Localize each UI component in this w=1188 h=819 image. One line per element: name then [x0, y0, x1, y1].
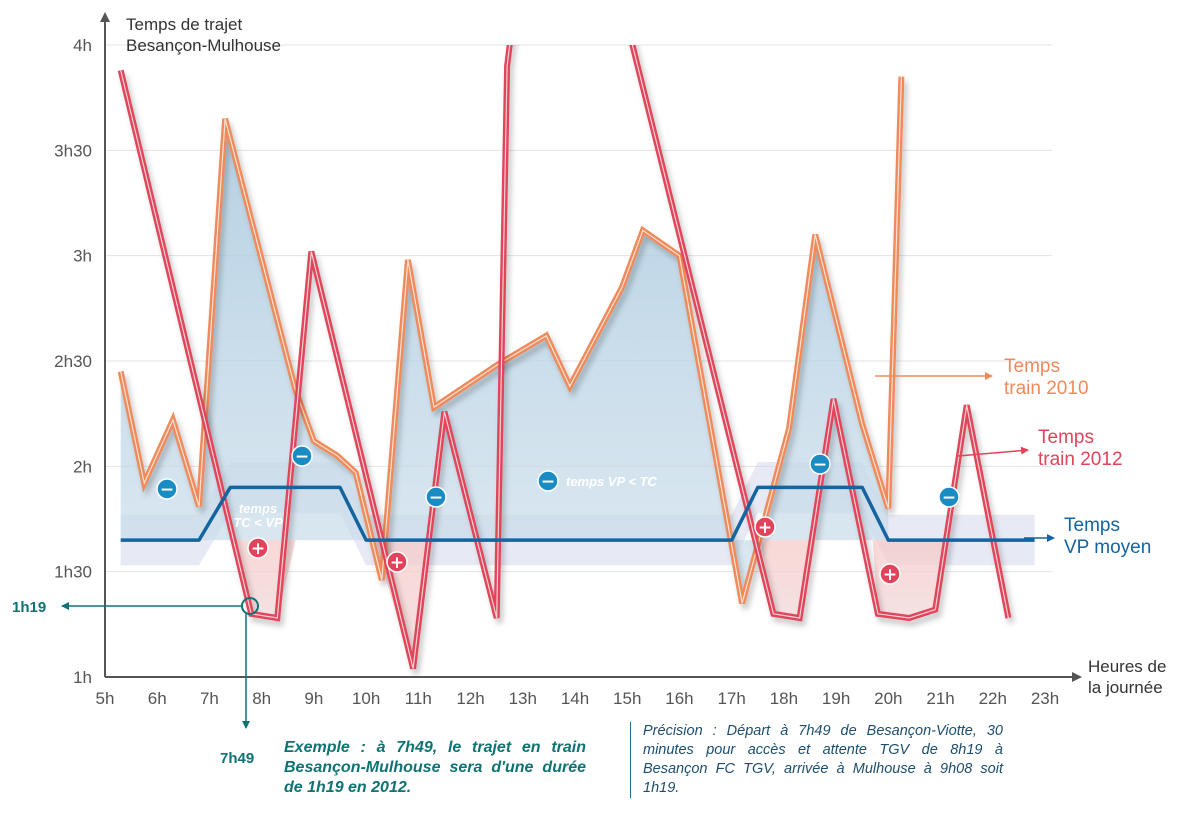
series-line-2012-highlight — [120, 45, 1009, 669]
x-axis-title: la journée — [1088, 678, 1163, 697]
series-label-pointer — [957, 446, 1029, 457]
y-tick-label: 1h30 — [54, 563, 92, 582]
y-tick-label: 3h30 — [54, 141, 92, 160]
series-lines — [117, 45, 1035, 670]
x-tick-label: 7h — [200, 689, 219, 708]
plus-badge: + — [386, 551, 408, 573]
series-label: Temps — [1004, 356, 1060, 377]
x-axis-title: Heures de — [1088, 657, 1166, 676]
minus-badge: − — [291, 445, 313, 467]
example-y-label: 1h19 — [12, 599, 46, 616]
series-label: VP moyen — [1064, 537, 1151, 558]
tc-lt-vp-label-1: temps — [239, 501, 277, 516]
plus-badge: + — [754, 516, 776, 538]
plus-badge-circle — [386, 551, 408, 573]
plus-badge-sign: + — [251, 539, 265, 559]
minus-badge-circle — [156, 478, 178, 500]
x-tick-label: 11h — [405, 689, 432, 708]
x-tick-label: 18h — [770, 689, 798, 708]
example-x-label: 7h49 — [220, 750, 254, 767]
vp-lt-tc-label: temps VP < TC — [566, 474, 658, 489]
series-label: Temps — [1064, 515, 1120, 536]
x-tick-label: 21h — [926, 689, 954, 708]
x-tick-label: 9h — [304, 689, 323, 708]
minus-badge: − — [537, 470, 559, 492]
axes: 1h 1h30 2h 2h30 3h 3h30 4h 5h 6h 7h 8h 9h 10h 11h 12h 1… — [54, 12, 1166, 708]
plus-badge: + — [247, 537, 269, 559]
x-tick-label: 6h — [148, 689, 167, 708]
minus-badge: − — [156, 478, 178, 500]
minus-badge: − — [425, 486, 447, 508]
minus-badge-circle — [537, 470, 559, 492]
plus-badge: + — [879, 563, 901, 585]
minus-badge-circle — [425, 486, 447, 508]
x-tick-label: 8h — [252, 689, 271, 708]
x-tick-label: 20h — [874, 689, 902, 708]
series-line-vp — [120, 485, 1035, 542]
plus-badge-sign: + — [758, 518, 772, 538]
plus-badge-circle — [754, 516, 776, 538]
x-tick-label: 17h — [717, 689, 745, 708]
x-tick-label: 15h — [613, 689, 641, 708]
tc-lt-vp-label-2: TC < VP — [233, 515, 283, 530]
minus-badge-sign: − — [813, 455, 827, 475]
plus-badge-sign: + — [390, 553, 404, 573]
y-tick-label: 3h — [73, 247, 92, 266]
minus-badge-sign: − — [429, 488, 443, 508]
minus-badge-sign: − — [295, 447, 309, 467]
minus-badge: − — [809, 453, 831, 475]
minus-badge: − — [938, 486, 960, 508]
x-tick-label: 13h — [509, 689, 537, 708]
y-tick-label: 1h — [73, 668, 92, 687]
series-label: train 2012 — [1038, 449, 1123, 470]
minus-badge-circle — [291, 445, 313, 467]
x-tick-label: 16h — [665, 689, 693, 708]
tc-faster-area — [872, 540, 946, 618]
y-axis-title: Temps de trajet — [126, 15, 242, 34]
minus-badge-circle — [809, 453, 831, 475]
precision-note: Précision : Départ à 7h49 de Besançon-Vi… — [630, 722, 1003, 798]
y-tick-label: 2h30 — [54, 352, 92, 371]
minus-badge-sign: − — [541, 472, 555, 492]
y-tick-label: 4h — [73, 36, 92, 55]
x-tick-label: 23h — [1031, 689, 1059, 708]
example-note: Exemple : à 7h49, le trajet en train Bes… — [284, 739, 586, 796]
series-label: train 2010 — [1004, 378, 1089, 399]
plus-badge-circle — [247, 537, 269, 559]
x-tick-label: 22h — [979, 689, 1007, 708]
series-label: Temps — [1038, 427, 1094, 448]
series-line-2010-highlight — [120, 76, 902, 604]
minus-badge-sign: − — [160, 480, 174, 500]
x-tick-label: 19h — [822, 689, 850, 708]
x-tick-label: 12h — [456, 689, 484, 708]
plus-badge-circle — [879, 563, 901, 585]
y-axis-title: Besançon-Mulhouse — [126, 36, 281, 55]
x-tick-label: 14h — [561, 689, 589, 708]
x-tick-label: 10h — [352, 689, 380, 708]
y-tick-label: 2h — [73, 457, 92, 476]
minus-badge-sign: − — [942, 488, 956, 508]
minus-badge-circle — [938, 486, 960, 508]
x-tick-label: 5h — [96, 689, 115, 708]
plus-badge-sign: + — [883, 565, 897, 585]
